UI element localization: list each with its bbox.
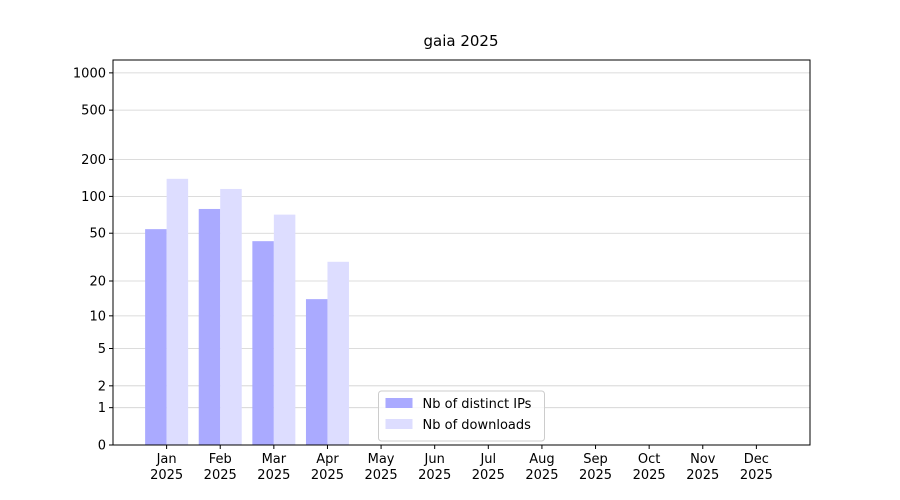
x-tick-label: Feb 2025: [203, 452, 237, 483]
legend-swatch: [385, 419, 413, 429]
x-tick-label: Mar 2025: [257, 452, 291, 483]
x-tick-label: Apr 2025: [310, 452, 344, 483]
legend-box: [378, 390, 545, 442]
chart-title: gaia 2025: [423, 32, 498, 50]
y-tick-label: 10: [89, 309, 106, 324]
x-tick-label: May 2025: [364, 452, 398, 483]
legend-swatch: [385, 398, 413, 408]
bar: [305, 299, 328, 445]
bar: [198, 208, 221, 445]
y-tick-label: 0: [98, 439, 106, 454]
legend: Nb of distinct IPs Nb of downloads: [378, 390, 545, 442]
x-tick-label: Sep 2025: [578, 452, 613, 483]
y-tick-label: 5: [98, 342, 106, 357]
plot-frame: [112, 59, 811, 446]
y-tick-label: 20: [89, 275, 106, 290]
x-tick-label: Aug 2025: [525, 452, 559, 483]
x-tick-label: Nov 2025: [686, 452, 720, 483]
x-tick-label: Jun 2025: [418, 452, 452, 483]
y-tick-label: 500: [81, 104, 106, 119]
bar: [145, 229, 167, 445]
legend-label: Nb of distinct IPs: [423, 397, 532, 412]
x-tick-label: Oct 2025: [632, 452, 666, 483]
x-tick-label: Dec 2025: [739, 452, 773, 483]
bar: [273, 214, 296, 445]
bar: [220, 188, 242, 445]
bar: [166, 178, 189, 446]
x-tick-label: Jan 2025: [150, 452, 184, 483]
bar: [327, 261, 349, 445]
y-tick-label: 50: [89, 227, 106, 242]
legend-label: Nb of downloads: [423, 418, 532, 433]
y-tick-label: 1: [98, 401, 106, 416]
x-tick-label: Jul 2025: [471, 452, 505, 483]
y-tick-label: 2: [98, 379, 106, 394]
y-tick-label: 100: [81, 190, 106, 205]
bar: [252, 241, 274, 445]
y-tick-label: 1000: [73, 66, 106, 81]
y-tick-label: 200: [81, 153, 106, 168]
